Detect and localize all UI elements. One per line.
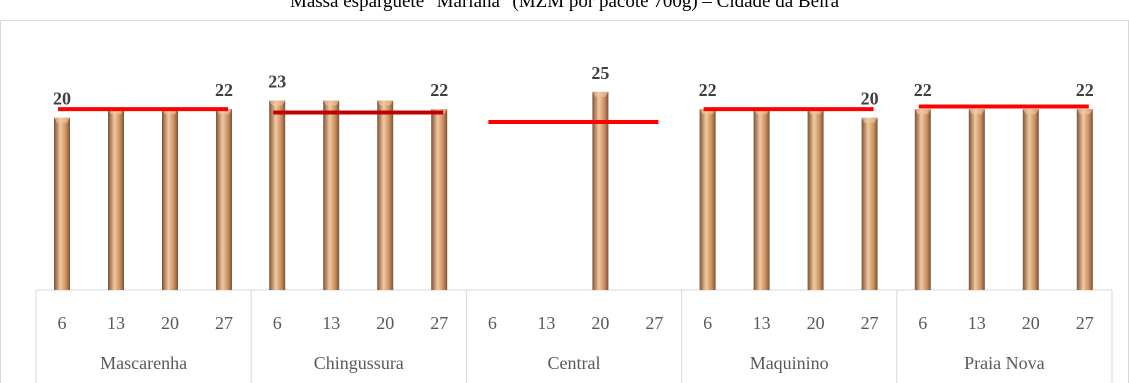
bar [1076, 109, 1093, 290]
bar-bevel [1022, 109, 1039, 115]
data-label: 20 [53, 89, 71, 109]
bar [54, 117, 70, 290]
group-label-chingussura: Chingussura [314, 353, 404, 373]
tick-label: 27 [861, 313, 879, 333]
bar [269, 100, 286, 290]
bar [216, 109, 232, 290]
tick-label: 6 [58, 313, 67, 333]
bar [699, 109, 716, 290]
chart-title: Massa esparguete "Mariana" (MZM por paco… [289, 0, 840, 12]
bar [753, 109, 770, 290]
data-label: 25 [591, 63, 609, 83]
tick-label: 13 [968, 313, 986, 333]
tick-label: 27 [215, 313, 233, 333]
group-label-central: Central [548, 353, 601, 373]
bar [108, 109, 124, 290]
data-label: 22 [1076, 80, 1094, 100]
bar [431, 109, 448, 290]
bar [323, 100, 340, 290]
bar-bevel [592, 91, 609, 97]
bar-bevel [54, 117, 70, 123]
tick-label: 13 [537, 313, 555, 333]
tick-label: 6 [273, 313, 282, 333]
bar-bevel [323, 100, 340, 106]
bar-bevel [269, 100, 286, 106]
tick-label: 13 [107, 313, 125, 333]
group-label-praia-nova: Praia Nova [964, 353, 1044, 373]
tick-label: 20 [591, 313, 609, 333]
data-label: 22 [430, 80, 448, 100]
bar-bevel [914, 109, 931, 115]
tick-label: 13 [753, 313, 771, 333]
tick-label: 27 [1076, 313, 1094, 333]
tick-label: 6 [918, 313, 927, 333]
bar [807, 109, 824, 290]
tick-label: 27 [645, 313, 663, 333]
tick-label: 6 [488, 313, 497, 333]
tick-label: 20 [1022, 313, 1040, 333]
bar [377, 100, 394, 290]
tick-label: 13 [322, 313, 340, 333]
data-label: 23 [268, 71, 286, 91]
bar-bevel [861, 117, 878, 123]
bar [1022, 109, 1039, 290]
bar [861, 117, 878, 290]
data-label: 20 [861, 89, 879, 109]
tick-label: 20 [807, 313, 825, 333]
bar-bevel [1076, 109, 1093, 115]
bar-bevel [377, 100, 394, 106]
tick-label: 20 [161, 313, 179, 333]
bar-bevel [968, 109, 985, 115]
group-label-maquinino: Maquinino [750, 353, 829, 373]
group-label-mascarenha: Mascarenha [100, 353, 187, 373]
tick-label: 6 [703, 313, 712, 333]
bar [592, 91, 609, 291]
data-label: 22 [914, 80, 932, 100]
bar [914, 109, 931, 290]
tick-label: 27 [430, 313, 448, 333]
tick-label: 20 [376, 313, 394, 333]
data-label: 22 [215, 80, 233, 100]
data-label: 22 [699, 80, 717, 100]
bar [162, 109, 178, 290]
bar [968, 109, 985, 290]
